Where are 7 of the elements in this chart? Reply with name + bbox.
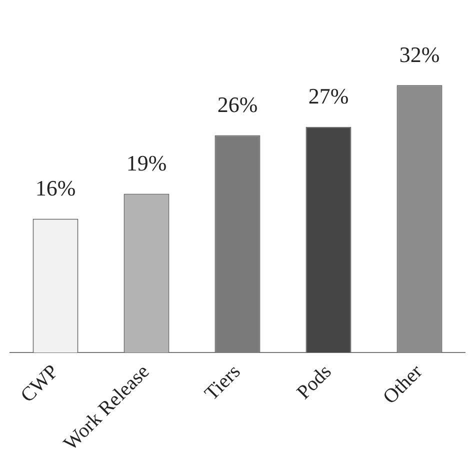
x-tick-label: Tiers xyxy=(200,360,245,405)
data-label: 32% xyxy=(399,42,440,67)
data-label: 27% xyxy=(308,84,349,109)
data-label: 16% xyxy=(35,176,76,201)
x-tick-label: Pods xyxy=(292,360,336,404)
data-label: 19% xyxy=(126,150,167,176)
data-label: 26% xyxy=(217,92,258,117)
